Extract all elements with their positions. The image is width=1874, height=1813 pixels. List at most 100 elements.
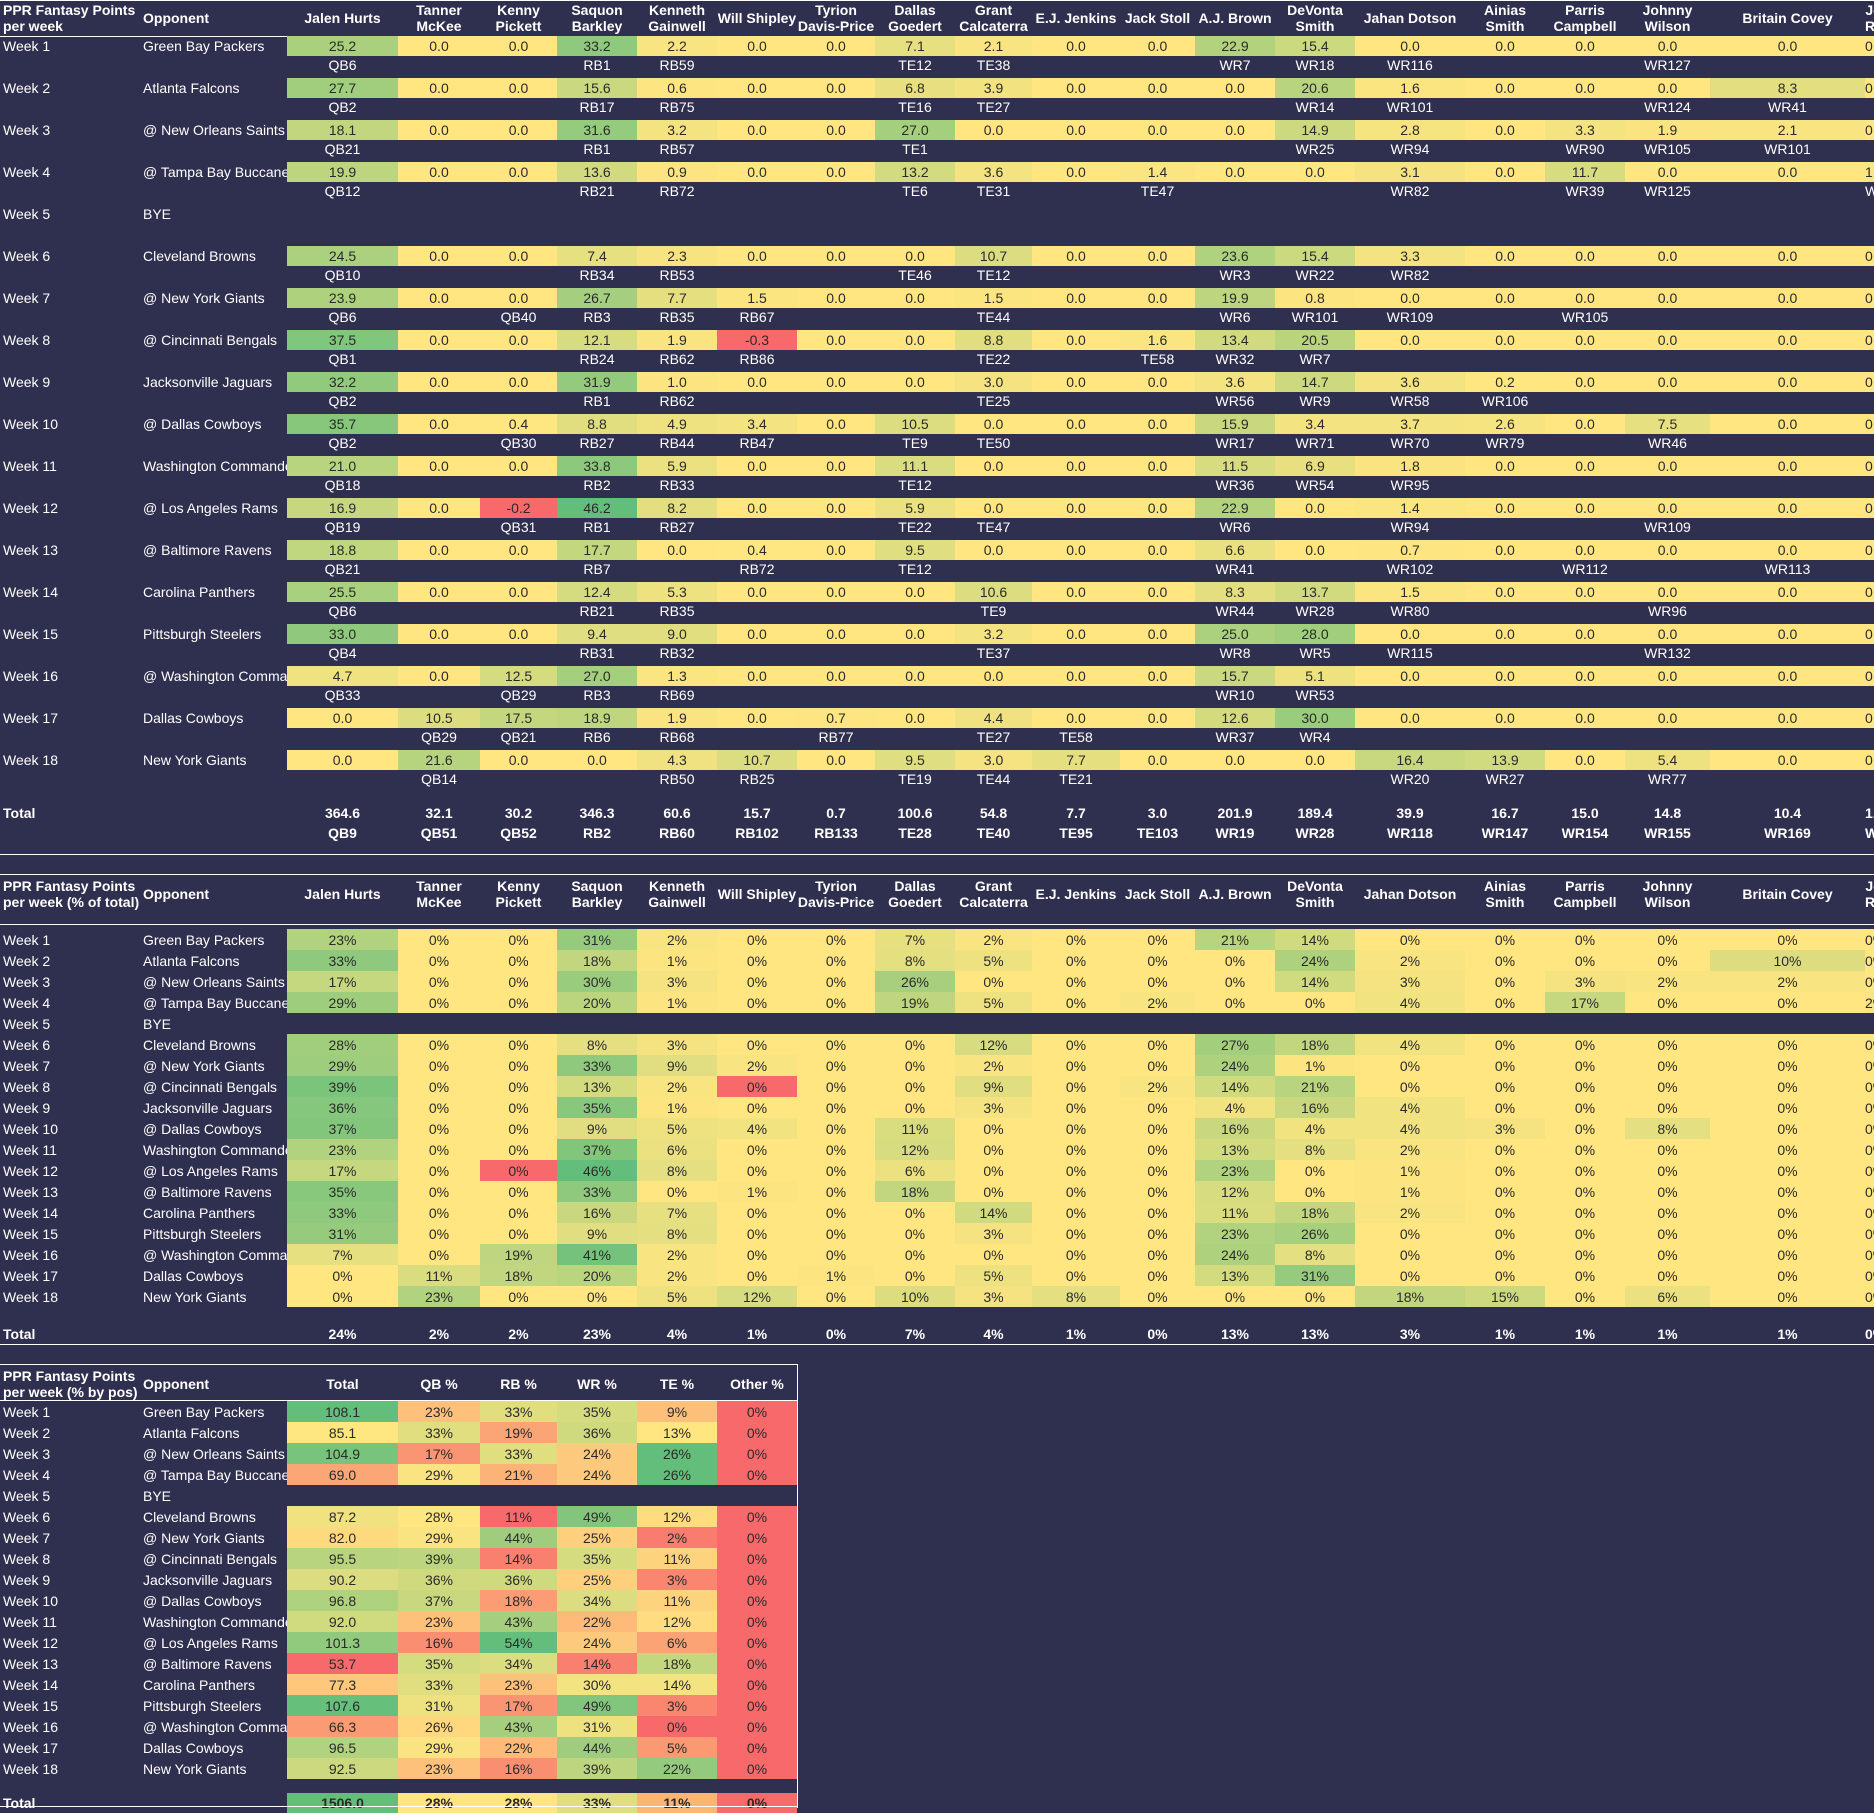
points-cell[interactable]: 0.0 <box>1032 162 1120 182</box>
rank-cell[interactable] <box>717 56 797 74</box>
percent-cell[interactable]: 33% <box>557 1055 637 1076</box>
percent-cell[interactable]: 8% <box>875 950 955 971</box>
points-cell[interactable]: 0.0 <box>1865 456 1874 476</box>
player-header[interactable]: Jack Stoll <box>1124 886 1191 902</box>
opponent-name[interactable]: Green Bay Packers <box>143 1403 265 1420</box>
total-cell[interactable]: 100.6 <box>897 805 933 821</box>
rank-cell[interactable] <box>398 56 480 74</box>
percent-cell[interactable]: 26% <box>1275 1223 1355 1244</box>
week-label[interactable]: Week 5 <box>3 206 51 222</box>
pos-cell[interactable]: 22% <box>637 1758 717 1779</box>
points-cell[interactable]: 0.0 <box>1865 666 1874 686</box>
points-cell[interactable]: 0.0 <box>1120 498 1195 518</box>
rank-cell[interactable] <box>1465 56 1545 74</box>
points-cell[interactable]: 0.0 <box>1865 582 1874 602</box>
percent-cell[interactable]: 14% <box>1195 1076 1275 1097</box>
total-rank[interactable]: WR169 <box>1764 825 1811 841</box>
pos-cell[interactable]: 44% <box>557 1737 637 1758</box>
percent-cell[interactable]: 18% <box>1275 1202 1355 1223</box>
pos-cell[interactable]: 36% <box>398 1569 480 1590</box>
percent-cell[interactable]: 0% <box>875 1223 955 1244</box>
percent-cell[interactable]: 0% <box>717 929 797 950</box>
points-cell[interactable]: 0.0 <box>955 414 1032 434</box>
points-cell[interactable]: 0.0 <box>875 330 955 350</box>
points-cell[interactable]: 0.0 <box>480 36 557 56</box>
points-cell[interactable]: 0.0 <box>1032 624 1120 644</box>
points-cell[interactable]: 0.0 <box>717 456 797 476</box>
rank-cell[interactable]: TE1 <box>902 141 928 157</box>
points-cell[interactable]: 11.5 <box>1195 456 1275 476</box>
rank-cell[interactable]: RB6 <box>583 729 611 745</box>
pos-cell[interactable]: 0% <box>717 1464 797 1485</box>
player-header[interactable]: Jalen Hurts <box>304 10 381 26</box>
rank-cell[interactable] <box>1545 56 1625 74</box>
opponent-name[interactable]: Carolina Panthers <box>143 584 256 600</box>
total-cell[interactable]: 201.9 <box>1217 805 1253 821</box>
total-percent[interactable]: 1% <box>1777 1326 1798 1342</box>
points-cell[interactable]: 0.0 <box>875 372 955 392</box>
rank-cell[interactable]: WR102 <box>1386 561 1434 577</box>
rank-cell[interactable] <box>1710 686 1865 704</box>
rank-cell[interactable]: QB29 <box>421 729 457 745</box>
points-cell[interactable]: 15.4 <box>1275 246 1355 266</box>
percent-cell[interactable]: 5% <box>955 950 1032 971</box>
percent-cell[interactable]: 0% <box>1032 1097 1120 1118</box>
points-cell[interactable]: 0.0 <box>398 498 480 518</box>
percent-cell[interactable]: 0% <box>1625 1244 1710 1265</box>
points-cell[interactable]: 3.4 <box>717 414 797 434</box>
points-cell[interactable]: 0.0 <box>1865 246 1874 266</box>
percent-cell[interactable]: 3% <box>637 971 717 992</box>
rank-cell[interactable] <box>1120 770 1195 788</box>
percent-cell[interactable]: 0% <box>1865 1202 1874 1223</box>
week-label[interactable]: Week 2 <box>3 1424 51 1441</box>
percent-cell[interactable]: 2% <box>1865 992 1874 1013</box>
rank-cell[interactable] <box>1710 350 1865 368</box>
percent-cell[interactable]: 18% <box>557 950 637 971</box>
points-cell[interactable]: 0.0 <box>1032 414 1120 434</box>
week-label[interactable]: Week 4 <box>3 1466 51 1483</box>
percent-cell[interactable]: 0% <box>1032 950 1120 971</box>
percent-cell[interactable]: 0% <box>1275 1181 1355 1202</box>
rank-cell[interactable]: TE6 <box>902 183 928 199</box>
percent-cell[interactable]: 0% <box>1625 992 1710 1013</box>
points-cell[interactable]: 35.7 <box>287 414 398 434</box>
percent-cell[interactable]: 0% <box>1865 1286 1874 1307</box>
points-cell[interactable]: 3.2 <box>637 120 717 140</box>
rank-cell[interactable] <box>717 266 797 284</box>
points-cell[interactable]: 0.0 <box>797 372 875 392</box>
rank-cell[interactable] <box>1120 728 1195 746</box>
rank-cell[interactable] <box>1120 98 1195 116</box>
points-cell[interactable]: 0.0 <box>1120 624 1195 644</box>
points-cell[interactable]: 0.2 <box>1465 372 1545 392</box>
rank-cell[interactable]: TE9 <box>980 603 1007 619</box>
points-cell[interactable]: 7.1 <box>875 36 955 56</box>
rank-cell[interactable]: WR39 <box>1565 183 1605 199</box>
total-cell[interactable]: 10.4 <box>1773 805 1802 821</box>
rank-cell[interactable] <box>1625 266 1710 284</box>
rank-cell[interactable]: WR101 <box>1764 141 1811 157</box>
percent-cell[interactable]: 1% <box>637 1097 717 1118</box>
week-label[interactable]: Week 6 <box>3 1036 51 1053</box>
rank-cell[interactable]: TE16 <box>898 99 932 115</box>
column-header[interactable]: QB % <box>420 1376 458 1392</box>
total-cell[interactable]: 7.7 <box>1066 805 1086 821</box>
points-cell[interactable]: 0.0 <box>1545 246 1625 266</box>
opponent-name[interactable]: Pittsburgh Steelers <box>143 1697 262 1714</box>
week-label[interactable]: Week 7 <box>3 1057 51 1074</box>
week-label[interactable]: Week 2 <box>3 952 51 969</box>
points-cell[interactable]: 0.0 <box>480 246 557 266</box>
rank-cell[interactable]: TE12 <box>898 561 932 577</box>
total-percent[interactable]: 1% <box>746 1326 768 1342</box>
points-cell[interactable]: 1.9 <box>637 330 717 350</box>
week-label[interactable]: Week 4 <box>3 164 51 180</box>
rank-cell[interactable]: WR95 <box>1390 477 1430 493</box>
rank-cell[interactable] <box>1032 476 1120 494</box>
points-cell[interactable]: 0.0 <box>797 120 875 140</box>
rank-cell[interactable] <box>398 392 480 410</box>
points-cell[interactable]: 0.0 <box>480 372 557 392</box>
rank-cell[interactable]: QB2 <box>328 99 357 115</box>
points-cell[interactable]: 27.0 <box>557 666 637 686</box>
points-cell[interactable]: 0.0 <box>480 540 557 560</box>
rank-cell[interactable]: WR18 <box>1295 57 1335 73</box>
points-cell[interactable]: 13.2 <box>875 162 955 182</box>
